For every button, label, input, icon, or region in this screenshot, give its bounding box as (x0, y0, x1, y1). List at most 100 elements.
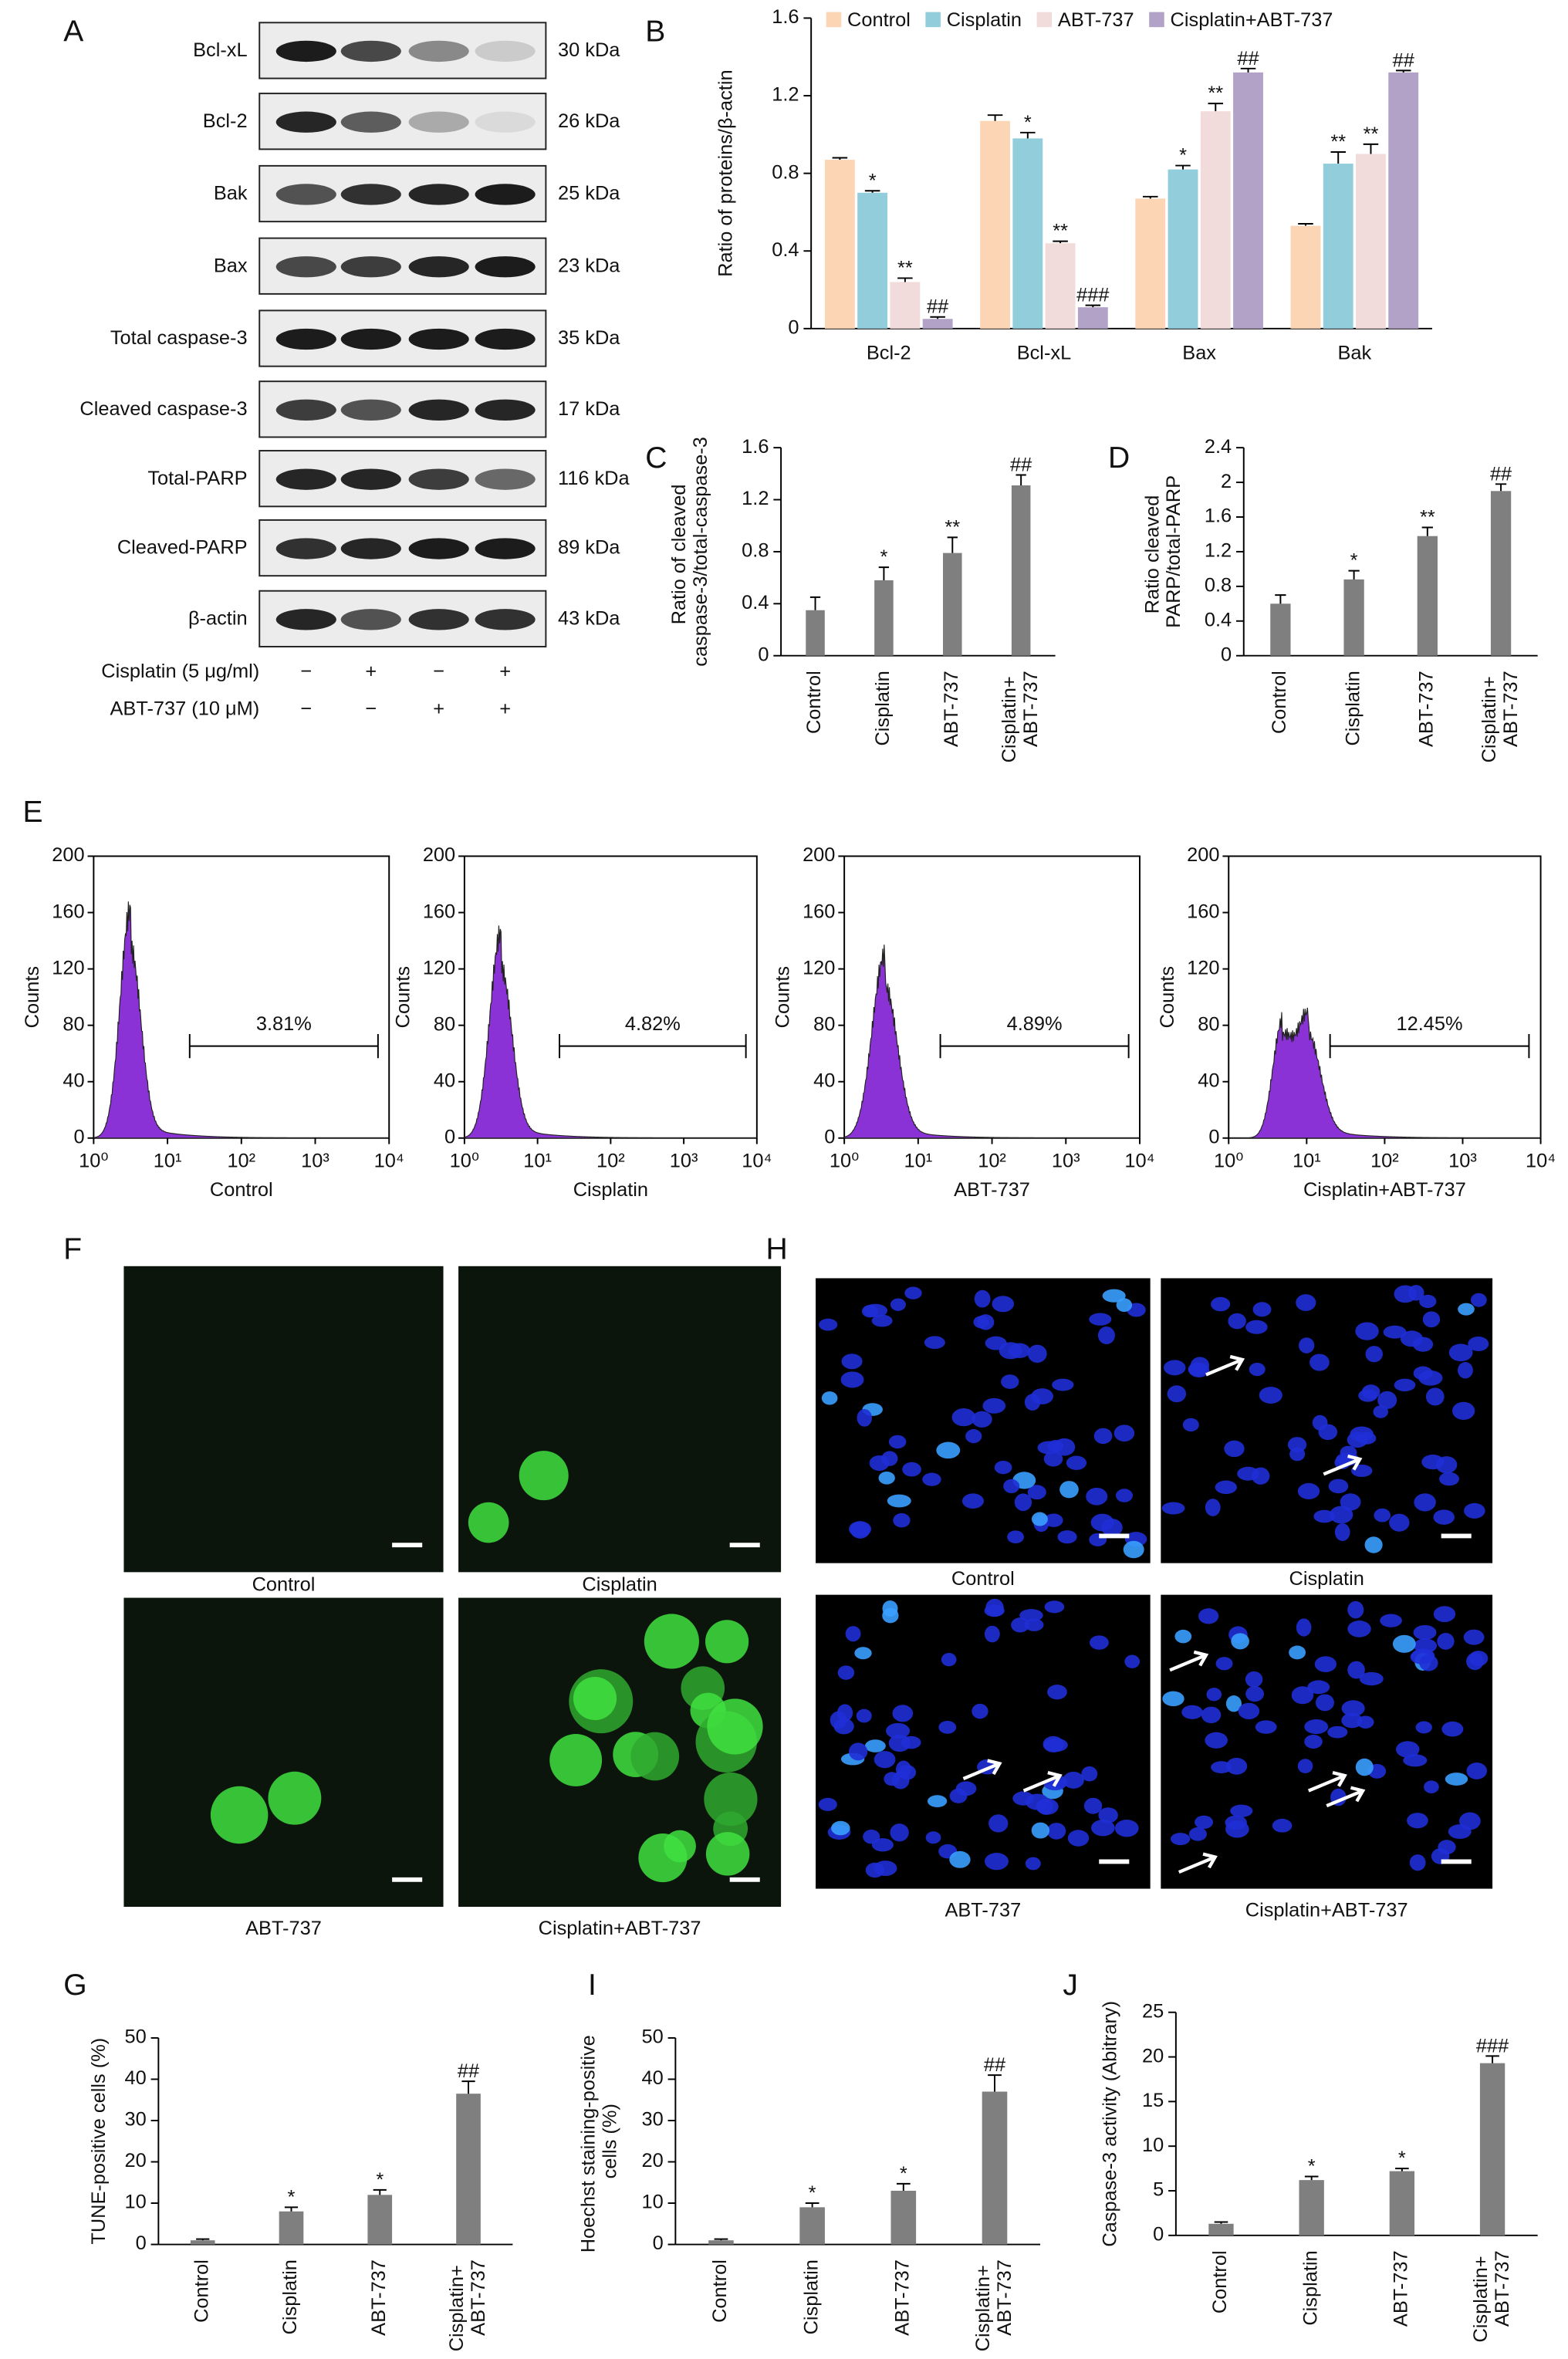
error-bar (1020, 131, 1036, 139)
nucleus (1001, 1374, 1019, 1389)
treatment-sign: − (300, 698, 312, 720)
bar (943, 553, 962, 656)
nucleus (845, 1626, 861, 1642)
protein-name: Cleaved-PARP (117, 537, 248, 559)
gate (1329, 1034, 1530, 1059)
blot-band (340, 399, 401, 421)
error-bar (284, 2206, 299, 2212)
panel-label: E (23, 796, 43, 829)
nucleus (1252, 1302, 1272, 1317)
nucleus (1044, 1513, 1063, 1527)
nucleus (1407, 1813, 1428, 1829)
nucleus (922, 1472, 941, 1486)
significance: * (809, 2182, 816, 2204)
nucleus (1116, 1489, 1133, 1502)
x-axis-label: Cisplatin+ABT-737 (1303, 1179, 1466, 1201)
cell (705, 1832, 750, 1876)
panel-label: B (645, 15, 665, 48)
nucleus (837, 1665, 855, 1680)
nucleus (1291, 1686, 1314, 1705)
x-tick-label: 10³ (1448, 1151, 1477, 1172)
nucleus (848, 1742, 868, 1761)
y-tick-label: 40 (813, 1070, 835, 1091)
nucleus (1047, 1685, 1067, 1700)
bar (456, 2094, 481, 2245)
arrow (962, 1759, 1002, 1780)
nucleus (1230, 1804, 1253, 1817)
nucleus (938, 1720, 957, 1734)
protein-size: 116 kDa (558, 468, 630, 489)
histogram (93, 901, 390, 1139)
x-tick-label: 10² (596, 1151, 625, 1172)
significance: * (869, 170, 877, 191)
micrograph (458, 1266, 782, 1573)
nucleus (856, 1708, 872, 1723)
bar (857, 192, 888, 329)
error-bar (196, 2238, 210, 2241)
arrow (1169, 1650, 1209, 1672)
nucleus (1025, 1857, 1041, 1871)
bar (890, 2190, 917, 2245)
significance: * (880, 546, 887, 568)
nucleus (1057, 1530, 1077, 1544)
arrow (1178, 1852, 1218, 1874)
significance: * (1350, 550, 1358, 572)
significance: * (900, 2163, 907, 2185)
nucleus (1441, 1721, 1464, 1737)
y-tick-label: 40 (641, 2067, 663, 2089)
error-bar (947, 536, 958, 553)
nucleus (890, 1823, 909, 1842)
blot-band (340, 40, 401, 63)
nucleus (1098, 1807, 1118, 1823)
bar (1045, 243, 1076, 329)
nucleus (1373, 1405, 1389, 1418)
nucleus (1067, 1830, 1090, 1847)
error-bar (1495, 483, 1507, 492)
nucleus (1358, 1389, 1378, 1402)
blot-band (475, 468, 536, 490)
y-tick-label: 0 (1208, 1126, 1219, 1147)
error-bar (1348, 569, 1360, 580)
x-tick-label: 10⁰ (79, 1151, 108, 1172)
protein-name: Bcl-2 (203, 110, 248, 132)
caption: ABT-737 (245, 1918, 322, 1939)
y-tick-label: 2.4 (1205, 436, 1232, 458)
micrograph (123, 1597, 444, 1907)
nucleus (949, 1850, 971, 1868)
nucleus (1249, 1362, 1266, 1377)
y-tick-label: 0.8 (742, 540, 769, 562)
nucleus (861, 1305, 878, 1318)
blot-band (340, 609, 401, 630)
blot-band (475, 399, 536, 421)
y-tick-label: 120 (52, 957, 84, 978)
blot-band (475, 609, 536, 630)
y-tick-label: 200 (1187, 844, 1219, 866)
nucleus (1123, 1540, 1144, 1559)
protein-name: Bax (214, 255, 248, 276)
bar (1490, 491, 1512, 656)
category-label: Bcl-xL (1017, 343, 1072, 364)
nucleus (1313, 1509, 1335, 1523)
treatment-sign: + (433, 698, 444, 720)
y-tick-label: 0 (758, 644, 769, 665)
nucleus (831, 1820, 850, 1836)
y-axis-label: Ratio of cleaved caspase-3/total-caspase… (668, 437, 711, 667)
gate-percent: 3.81% (256, 1013, 312, 1035)
error-bar (1240, 67, 1256, 73)
nucleus (836, 1704, 853, 1722)
bar (1417, 536, 1438, 656)
category-label: Cisplatin+ ABT-737 (1478, 671, 1522, 762)
nucleus (1091, 1820, 1115, 1837)
nucleus (1019, 1609, 1043, 1622)
y-tick-label: 80 (63, 1013, 84, 1035)
y-axis-label: Ratio of proteins/β-actin (715, 69, 736, 276)
nucleus (1433, 1509, 1455, 1525)
bar (874, 580, 894, 656)
nucleus (888, 1435, 907, 1449)
nucleus (1437, 1633, 1455, 1650)
nucleus (1314, 1656, 1337, 1672)
cell (268, 1771, 322, 1825)
protein-name: Total-PARP (147, 468, 247, 489)
panel-label: C (645, 441, 667, 475)
nucleus (1458, 1303, 1475, 1316)
